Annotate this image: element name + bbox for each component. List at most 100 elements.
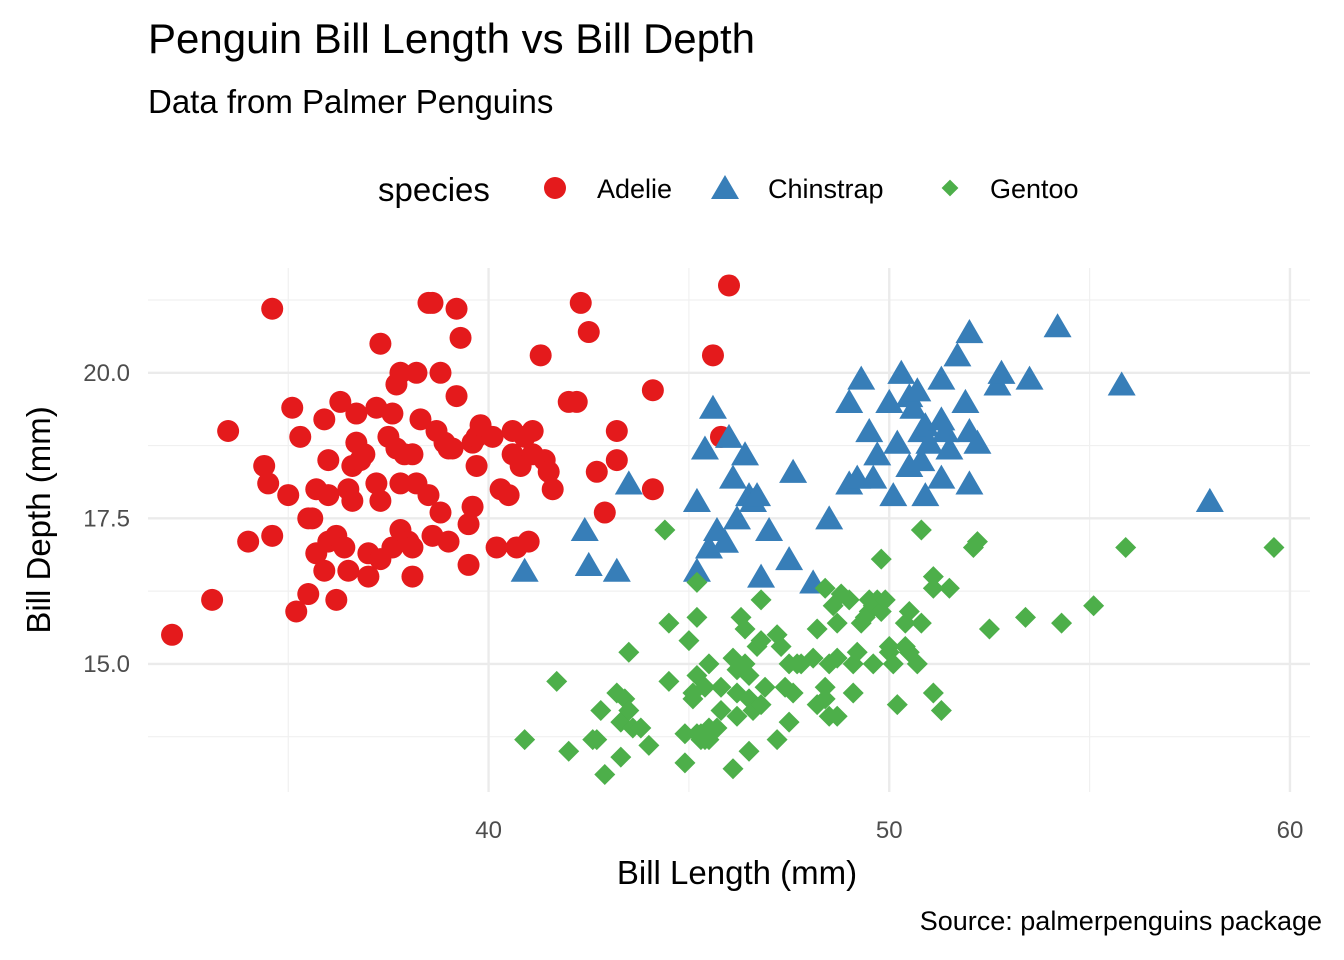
gentoo-point (814, 688, 836, 710)
adelie-point (641, 478, 664, 501)
chinstrap-point (731, 441, 760, 466)
adelie-point (701, 344, 724, 367)
adelie-point (381, 402, 404, 425)
legend-key-chinstrap (711, 175, 739, 200)
chinstrap-point (927, 464, 956, 489)
adelie-point (441, 437, 464, 460)
chinstrap-point (987, 359, 1016, 384)
gentoo-point (726, 705, 748, 727)
gentoo-point (910, 519, 932, 541)
gentoo-point (862, 653, 884, 675)
adelie-point (585, 460, 608, 483)
adelie-point (357, 565, 380, 588)
gentoo-point (754, 676, 776, 698)
adelie-point (297, 583, 320, 606)
gentoo-point (658, 612, 680, 634)
gentoo-point (658, 670, 680, 692)
adelie-point (261, 297, 284, 320)
adelie-point (217, 420, 240, 443)
gentoo-point (654, 519, 676, 541)
gentoo-point (878, 635, 900, 657)
y-axis-ticks: 15.0 17.5 20.0 (83, 360, 130, 678)
gentoo-point (1115, 536, 1137, 558)
gentoo-point (710, 699, 732, 721)
chart-title: Penguin Bill Length vs Bill Depth (148, 15, 756, 62)
chinstrap-point (1107, 371, 1136, 396)
legend-title: species (378, 171, 490, 208)
gentoo-point (930, 699, 952, 721)
adelie-point (257, 472, 280, 495)
adelie-point (285, 600, 308, 623)
gentoo-point (586, 729, 608, 751)
chinstrap-point (859, 464, 888, 489)
x-axis-ticks: 40 50 60 (475, 817, 1303, 844)
adelie-point (457, 553, 480, 576)
chinstrap-point (1043, 313, 1072, 338)
adelie-point (429, 361, 452, 384)
adelie-point (569, 291, 592, 314)
legend-item-gentoo: Gentoo (941, 174, 1079, 204)
gentoo-point (618, 699, 640, 721)
gentoo-point (922, 566, 944, 588)
data-points (161, 274, 1285, 786)
chinstrap-point (931, 418, 960, 443)
chinstrap-point (755, 517, 784, 542)
adelie-point (405, 361, 428, 384)
gentoo-point (750, 630, 772, 652)
gentoo-point (826, 612, 848, 634)
adelie-point (401, 443, 424, 466)
gentoo-point (1051, 612, 1073, 634)
chinstrap-point (690, 435, 719, 460)
chinstrap-point (911, 482, 940, 507)
adelie-point (718, 274, 740, 297)
gentoo-point (846, 641, 868, 663)
chinstrap-point (747, 563, 776, 588)
legend-key-adelie (544, 177, 566, 199)
adelie-point (541, 478, 564, 501)
chinstrap-point (907, 447, 936, 472)
adelie-point (341, 489, 364, 512)
chinstrap-point (927, 365, 956, 390)
gentoo-point (838, 589, 860, 611)
gentoo-point (826, 705, 848, 727)
gentoo-point (978, 618, 1000, 640)
gentoo-point (898, 601, 920, 623)
adelie-point (401, 536, 424, 559)
gentoo-point (750, 589, 772, 611)
chinstrap-point (570, 517, 599, 542)
x-axis-title: Bill Length (mm) (617, 854, 857, 891)
gentoo-point (814, 676, 836, 698)
adelie-point (641, 379, 664, 402)
chinstrap-point (915, 429, 944, 454)
adelie-point (497, 484, 520, 507)
chinstrap-point (698, 394, 727, 419)
gentoo-point (706, 717, 728, 739)
chinstrap-point (935, 435, 964, 460)
gentoo-point (674, 752, 696, 774)
chinstrap-point (1195, 487, 1224, 512)
grid-lines (148, 268, 1310, 792)
adelie-point (429, 501, 452, 524)
legend-label: Adelie (597, 174, 672, 204)
legend: species Adelie Chinstrap Gentoo (378, 171, 1079, 208)
x-tick-label: 40 (475, 817, 502, 844)
adelie-point (521, 420, 544, 443)
gentoo-point (886, 694, 908, 716)
gentoo-point (874, 589, 896, 611)
chinstrap-point (682, 487, 711, 512)
gentoo-point (698, 653, 720, 675)
adelie-point (313, 408, 336, 431)
x-tick-label: 50 (876, 817, 903, 844)
adelie-point (537, 460, 560, 483)
gentoo-point (782, 682, 804, 704)
chinstrap-point (574, 551, 603, 576)
gentoo-point (882, 653, 904, 675)
y-tick-label: 20.0 (83, 360, 130, 387)
gentoo-point (778, 711, 800, 733)
adelie-point (565, 390, 588, 413)
legend-label: Gentoo (990, 174, 1079, 204)
x-tick-label: 60 (1277, 817, 1304, 844)
gentoo-point (610, 746, 632, 768)
chinstrap-point (879, 482, 908, 507)
legend-key-gentoo (941, 179, 959, 197)
